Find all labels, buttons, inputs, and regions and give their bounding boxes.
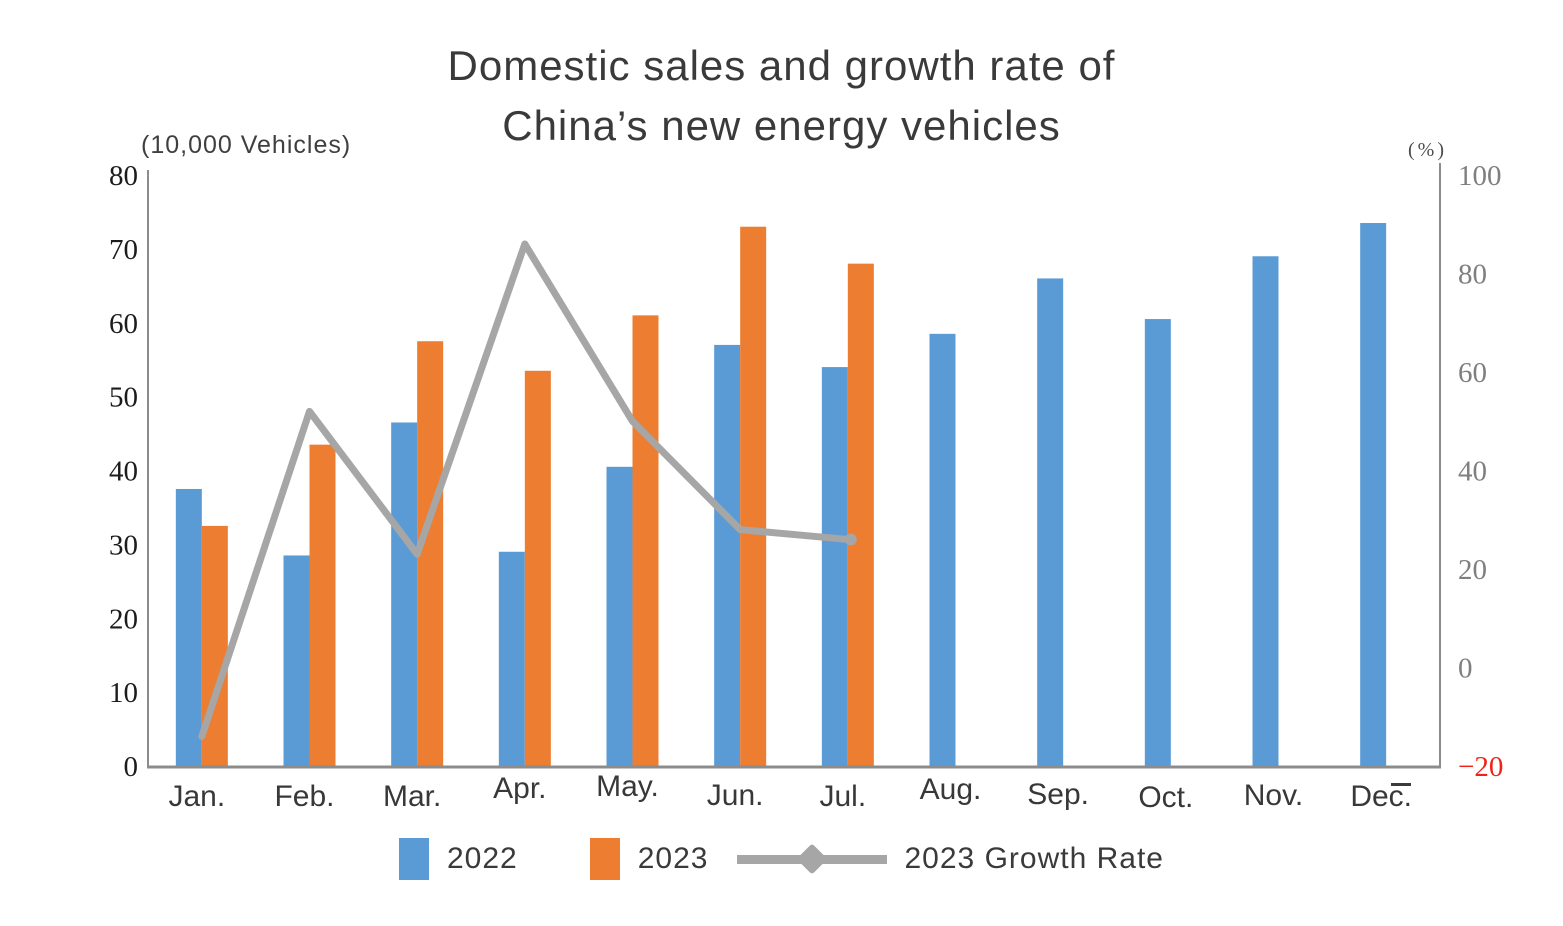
legend-label-growth-rate: 2023 Growth Rate	[904, 842, 1164, 875]
x-axis-label-feb: Feb.	[274, 780, 334, 813]
left-axis-tick-10: 10	[109, 677, 138, 709]
bar-2023-mar	[417, 341, 444, 766]
x-axis-label-jan: Jan.	[168, 780, 225, 813]
bar-2023-may	[632, 315, 659, 766]
bar-2022-jan	[175, 488, 202, 766]
right-axis-unit-label: (%)	[1408, 139, 1447, 161]
bar-2022-aug	[929, 333, 956, 766]
legend-swatch-2022	[399, 838, 429, 880]
legend-label-2022: 2022	[447, 842, 518, 875]
legend-diamond-marker-icon	[795, 843, 828, 875]
bar-2023-jul	[847, 263, 874, 766]
bar-2023-apr	[524, 370, 551, 766]
chart-title: Domestic sales and growth rate of China’…	[0, 36, 1563, 156]
bar-2023-jun	[740, 226, 767, 766]
x-axis-label-aug: Aug.	[920, 773, 982, 806]
x-axis-label-apr: Apr.	[493, 772, 546, 805]
legend-item-2022: 2022	[399, 838, 518, 880]
legend-item-growth-rate: 2023 Growth Rate	[887, 842, 1164, 876]
growth-rate-end-marker	[844, 533, 857, 546]
right-axis-tick-0: 0	[1458, 653, 1473, 685]
left-axis-tick-40: 40	[109, 456, 138, 488]
x-axis-label-jun: Jun.	[707, 779, 764, 812]
legend-swatch-2023	[589, 838, 620, 880]
right-axis-tick-60: 60	[1458, 357, 1487, 389]
right-axis-tick-20: 20	[1458, 554, 1487, 586]
left-axis-tick-20: 20	[109, 603, 138, 635]
x-axis-label-mar: Mar.	[383, 780, 441, 813]
x-axis-label-jul: Jul.	[819, 780, 866, 813]
bar-2022-dec	[1360, 223, 1387, 767]
bar-2023-feb	[309, 444, 336, 766]
bar-2022-sep	[1037, 278, 1064, 766]
growth-rate-line	[198, 240, 852, 740]
x-axis-label-oct: Oct.	[1138, 781, 1193, 814]
bar-2022-jun	[714, 344, 741, 766]
bar-2022-oct	[1144, 319, 1171, 766]
chart-title-line1: Domestic sales and growth rate of	[447, 42, 1116, 89]
right-axis-tick-100: 100	[1458, 160, 1502, 192]
left-axis-tick-70: 70	[109, 234, 138, 266]
x-axis-label-nov: Nov.	[1244, 779, 1303, 812]
left-axis-tick-60: 60	[109, 308, 138, 340]
legend-growth-line-sample	[736, 838, 887, 880]
bar-2022-jul	[821, 367, 848, 766]
left-axis-unit-label: (10,000 Vehicles)	[141, 131, 352, 159]
legend-label-2023: 2023	[637, 842, 709, 875]
right-axis-tick--20: −20	[1458, 751, 1503, 783]
left-axis-tick-30: 30	[109, 529, 138, 561]
left-axis-tick-0: 0	[124, 751, 139, 783]
legend: 2022 2023 2023 Growth Rate	[0, 838, 1563, 880]
bar-2022-feb	[283, 555, 310, 766]
x-axis-label-sep: Sep.	[1027, 778, 1089, 811]
chart-title-line2: China’s new energy vehicles	[502, 102, 1061, 149]
bar-2022-nov	[1252, 256, 1279, 766]
bar-2022-may	[606, 466, 633, 766]
axis-end-dash	[1391, 783, 1411, 786]
left-axis-tick-80: 80	[109, 160, 138, 192]
bar-2022-mar	[391, 422, 418, 766]
right-axis-tick-40: 40	[1458, 456, 1487, 488]
x-axis-label-may: May.	[596, 770, 659, 803]
legend-item-2023: 2023	[589, 838, 709, 880]
left-axis-tick-50: 50	[109, 382, 138, 414]
bar-2022-apr	[498, 551, 525, 766]
right-axis-tick-80: 80	[1458, 259, 1487, 291]
